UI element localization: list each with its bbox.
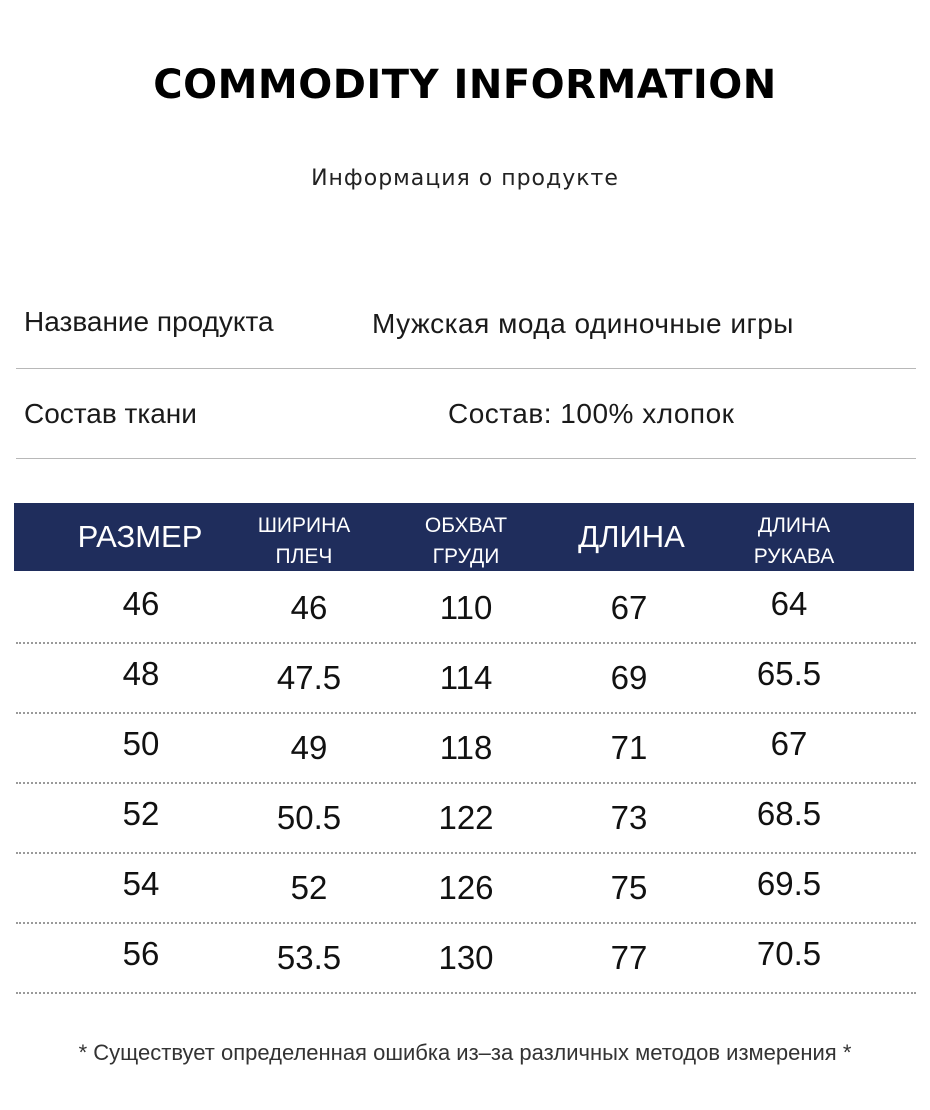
table-cell: 53.5 bbox=[276, 939, 342, 976]
table-cell: 77 bbox=[610, 939, 648, 976]
table-cell: 64 bbox=[770, 585, 808, 622]
table-cell: 69 bbox=[610, 659, 648, 696]
table-cell: 130 bbox=[438, 939, 494, 976]
table-cell: 46 bbox=[122, 585, 160, 622]
table-cell: 56 bbox=[122, 935, 160, 972]
table-row: 56 53.5 130 77 70.5 bbox=[16, 924, 916, 994]
size-table-header: РАЗМЕР ШИРИНА ПЛЕЧ ОБХВАТ ГРУДИ ДЛИНА ДЛИНА РУК… bbox=[14, 503, 914, 571]
table-cell: 67 bbox=[610, 589, 648, 626]
table-cell: 75 bbox=[610, 869, 648, 906]
table-row: 54 52 126 75 69.5 bbox=[16, 854, 916, 924]
table-cell: 65.5 bbox=[756, 655, 822, 692]
size-header-cell: ШИРИНА ПЛЕЧ bbox=[229, 503, 379, 575]
table-row: 46 46 110 67 64 bbox=[16, 574, 916, 644]
size-header-cell: ОБХВАТ ГРУДИ bbox=[391, 503, 541, 575]
size-header-line: РАЗМЕР bbox=[77, 519, 203, 554]
table-cell: 67 bbox=[770, 725, 808, 762]
info-value: Состав: 100% хлопок bbox=[448, 398, 735, 429]
table-row: 50 49 118 71 67 bbox=[16, 714, 916, 784]
size-header-line: ГРУДИ bbox=[432, 545, 500, 568]
size-header-cell: ДЛИНА РУКАВА bbox=[719, 503, 869, 575]
size-header-cell: ДЛИНА bbox=[549, 503, 714, 571]
table-cell: 49 bbox=[290, 729, 328, 766]
table-cell: 110 bbox=[439, 589, 493, 626]
table-cell: 126 bbox=[438, 869, 494, 906]
size-header-line: ШИРИНА bbox=[257, 514, 351, 537]
page-title: COMMODITY INFORMATION bbox=[153, 62, 777, 108]
size-header-line: РУКАВА bbox=[753, 545, 835, 568]
info-row-fabric: Состав ткани Состав: 100% хлопок bbox=[16, 368, 916, 459]
size-header-line: ПЛЕЧ bbox=[275, 545, 333, 568]
table-cell: 114 bbox=[439, 659, 493, 696]
table-cell: 54 bbox=[122, 865, 160, 902]
table-cell: 122 bbox=[438, 799, 494, 836]
table-cell: 71 bbox=[610, 729, 648, 766]
table-cell: 70.5 bbox=[756, 935, 822, 972]
table-cell: 50.5 bbox=[276, 799, 342, 836]
table-row: 48 47.5 114 69 65.5 bbox=[16, 644, 916, 714]
size-table: 46 46 110 67 64 48 47.5 114 69 65.5 50 49 118 71 67 52 5… bbox=[16, 574, 916, 994]
table-row: 52 50.5 122 73 68.5 bbox=[16, 784, 916, 854]
size-header-cell: РАЗМЕР bbox=[54, 503, 226, 571]
page-subtitle: Информация о продукте bbox=[311, 166, 619, 191]
measurement-footnote: * Существует определенная ошибка из–за р… bbox=[78, 1040, 852, 1065]
table-cell: 47.5 bbox=[276, 659, 342, 696]
info-label: Состав ткани bbox=[24, 398, 197, 429]
table-cell: 52 bbox=[290, 869, 328, 906]
size-header-line: ДЛИНА bbox=[578, 519, 685, 554]
table-cell: 50 bbox=[122, 725, 160, 762]
table-cell: 69.5 bbox=[756, 865, 822, 902]
table-cell: 52 bbox=[122, 795, 160, 832]
table-cell: 118 bbox=[439, 729, 493, 766]
table-cell: 48 bbox=[122, 655, 160, 692]
info-row-product-name: Название продукта Мужская мода одиночные… bbox=[16, 278, 916, 369]
size-header-line: ОБХВАТ bbox=[424, 514, 508, 537]
table-cell: 73 bbox=[610, 799, 648, 836]
table-cell: 46 bbox=[290, 589, 328, 626]
info-value: Мужская мода одиночные игры bbox=[372, 308, 794, 339]
size-header-line: ДЛИНА bbox=[757, 514, 831, 537]
table-cell: 68.5 bbox=[756, 795, 822, 832]
info-label: Название продукта bbox=[24, 306, 274, 337]
